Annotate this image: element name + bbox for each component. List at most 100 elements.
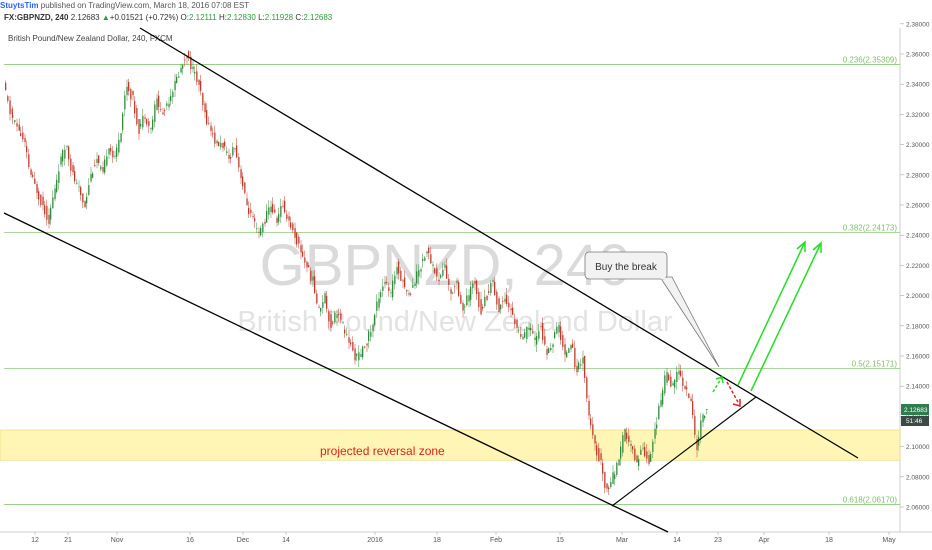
candle-body xyxy=(354,348,356,361)
time-tick-label: Dec xyxy=(237,537,250,544)
candle-body xyxy=(544,336,546,345)
candle-body xyxy=(256,228,258,230)
candle-body xyxy=(280,205,282,217)
reversal-zone[interactable] xyxy=(0,429,901,461)
candle-body xyxy=(11,108,13,115)
candle-body xyxy=(538,331,540,339)
candle-body xyxy=(92,173,94,178)
candle-body xyxy=(392,280,394,298)
high-label: H: xyxy=(218,13,227,22)
price-tick-label: 2.10000 xyxy=(906,444,930,451)
candle-body xyxy=(586,377,588,399)
candle-body xyxy=(698,436,700,446)
candle-body xyxy=(556,326,558,334)
candle-body xyxy=(228,155,230,159)
candle-body xyxy=(52,197,54,209)
candle-body xyxy=(654,428,656,439)
candle-body xyxy=(432,264,434,266)
symbol-label[interactable]: FX:GBPNZD, 240 xyxy=(4,13,69,22)
candle-body xyxy=(624,428,626,442)
candle-body xyxy=(596,445,598,456)
candle-body xyxy=(28,154,30,167)
candle-body xyxy=(584,355,586,378)
candle-body xyxy=(112,150,114,158)
candle-body xyxy=(210,125,212,131)
price-tick-label: 2.08000 xyxy=(906,474,930,481)
time-tick-label: 18 xyxy=(825,537,833,544)
candle-body xyxy=(276,217,278,223)
candle-body xyxy=(238,157,240,168)
candle-body xyxy=(450,289,452,294)
time-tick-label: 2016 xyxy=(367,537,383,544)
lower-channel-trendline[interactable] xyxy=(3,212,669,533)
candle-body xyxy=(34,178,36,184)
rising-support-trendline[interactable] xyxy=(611,396,757,507)
candle-body xyxy=(130,89,132,100)
time-tick-label: 18 xyxy=(433,537,441,544)
candle-body xyxy=(232,147,234,156)
candle-body xyxy=(16,123,18,127)
candle-body xyxy=(670,376,672,387)
candle-body xyxy=(164,110,166,112)
price-tick-label: 2.26000 xyxy=(906,203,930,210)
candle-body xyxy=(146,118,148,125)
author-name[interactable]: StuytsTim xyxy=(0,1,39,10)
candle-body xyxy=(200,81,202,91)
candle-body xyxy=(94,165,96,167)
candle-body xyxy=(378,298,380,308)
candle-body xyxy=(590,418,592,426)
candle-body xyxy=(186,57,188,59)
candle-body xyxy=(338,313,340,316)
callout-text: Buy the break xyxy=(595,262,658,273)
candle-body xyxy=(190,56,192,69)
candle-body xyxy=(532,331,534,334)
price-tick-label: 2.16000 xyxy=(906,354,930,361)
time-tick-label: May xyxy=(882,537,896,544)
candle-body xyxy=(18,124,20,131)
fib-level-label: 0.618(2.06170) xyxy=(843,495,898,504)
candle-body xyxy=(168,103,170,108)
fibonacci-levels[interactable]: 0.236(2.35309) 0.382(2.24173) 0.5(2.15171)… xyxy=(4,55,900,505)
candle-body xyxy=(420,269,422,272)
candle-body xyxy=(254,218,256,222)
candle-body xyxy=(304,257,306,263)
candle-body xyxy=(448,278,450,285)
candle-body xyxy=(508,302,510,308)
candle-body xyxy=(668,374,670,381)
candle-body xyxy=(418,270,420,277)
candle-body xyxy=(226,151,228,153)
red-arrow xyxy=(726,381,740,405)
candle-body xyxy=(598,447,600,462)
candle-body xyxy=(696,439,698,450)
candle-body xyxy=(506,294,508,304)
time-tick-label: 14 xyxy=(282,537,290,544)
time-tick-label: Apr xyxy=(759,537,771,544)
candle-body xyxy=(74,171,76,182)
candle-body xyxy=(306,261,308,268)
candle-body xyxy=(252,215,254,217)
candle-body xyxy=(684,385,686,389)
candle-body xyxy=(142,115,144,128)
last-price-tag xyxy=(901,404,929,415)
candle-body xyxy=(144,117,146,119)
projection-arrows[interactable] xyxy=(712,240,822,407)
candle-body xyxy=(236,145,238,158)
time-tick-label: 21 xyxy=(64,537,72,544)
candle-body xyxy=(468,295,470,302)
candle-body xyxy=(9,100,11,115)
candle-body xyxy=(48,214,50,224)
fib-level-label: 0.236(2.35309) xyxy=(843,55,898,64)
candle-body xyxy=(520,333,522,337)
candle-body xyxy=(414,283,416,286)
candle-body xyxy=(250,209,252,213)
candle-body xyxy=(704,415,706,418)
candle-body xyxy=(234,148,236,150)
candle-body xyxy=(82,193,84,203)
upper-channel-trendline[interactable] xyxy=(139,27,859,459)
candle-body xyxy=(516,319,518,328)
buy-the-break-callout[interactable]: Buy the break xyxy=(584,251,720,368)
candle-body xyxy=(282,205,284,207)
candle-body xyxy=(610,481,612,488)
candle-body xyxy=(266,211,268,223)
